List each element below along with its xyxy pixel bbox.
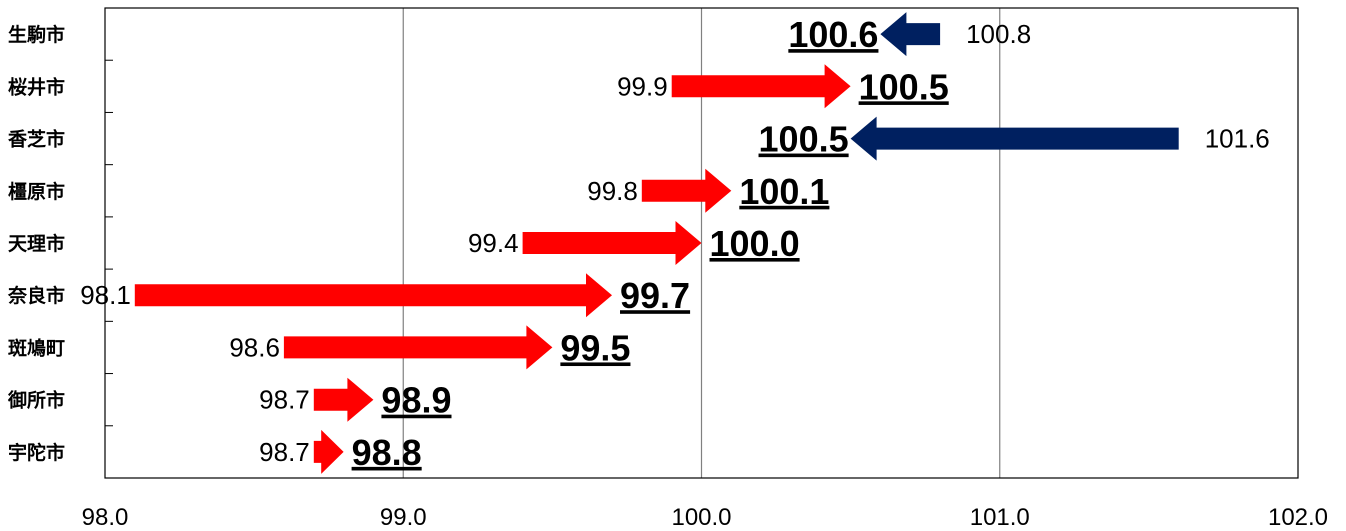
end-value-label: 100.0 [710, 223, 800, 264]
start-value-label: 98.7 [259, 437, 310, 467]
plot-frame [104, 7, 1299, 479]
change-arrow [313, 377, 374, 422]
x-tick-label: 102.0 [1268, 504, 1328, 531]
x-tick-label: 98.0 [82, 504, 129, 531]
category-label: 橿原市 [8, 180, 65, 203]
change-arrow [522, 221, 702, 265]
change-arrow [671, 64, 851, 109]
change-arrow [641, 168, 732, 213]
end-value-label: 98.9 [381, 380, 451, 421]
x-tick-label: 100.0 [671, 504, 731, 531]
category-label: 宇陀市 [8, 441, 65, 464]
end-value-label: 100.5 [759, 119, 849, 160]
category-label: 香芝市 [7, 128, 65, 151]
change-arrow [880, 12, 941, 57]
end-value-label: 100.5 [859, 66, 949, 107]
start-value-label: 98.1 [80, 280, 131, 310]
end-value-label: 99.7 [620, 275, 690, 316]
change-arrow [134, 273, 613, 318]
start-value-label: 98.7 [259, 385, 310, 415]
end-value-label: 99.5 [560, 327, 630, 368]
x-tick-label: 99.0 [380, 504, 427, 531]
x-tick-label: 101.0 [970, 504, 1030, 531]
category-label: 生駒市 [8, 23, 65, 46]
change-arrow [850, 116, 1179, 161]
start-value-label: 99.4 [468, 228, 519, 258]
arrow-layer [134, 12, 1179, 474]
start-value-label: 98.6 [229, 332, 280, 362]
category-label: 天理市 [8, 232, 65, 255]
start-value-label: 100.8 [966, 19, 1031, 49]
category-label: 桜井市 [8, 75, 65, 98]
start-value-label: 101.6 [1205, 124, 1270, 154]
change-arrow [283, 325, 553, 370]
start-value-label: 99.8 [587, 176, 638, 206]
category-label: 奈良市 [7, 284, 65, 307]
category-label: 斑鳩町 [8, 336, 65, 359]
start-value-label: 99.9 [617, 71, 668, 101]
end-value-label: 98.8 [352, 432, 422, 473]
label-layer: 98.0 99.0 100.0 101.0 102.0 生駒市 100.8 100.6 桜井市 9… [7, 14, 1328, 531]
end-value-label: 100.6 [788, 14, 878, 55]
change-arrow [313, 429, 344, 474]
category-label: 御所市 [7, 389, 65, 412]
end-value-label: 100.1 [739, 171, 829, 212]
